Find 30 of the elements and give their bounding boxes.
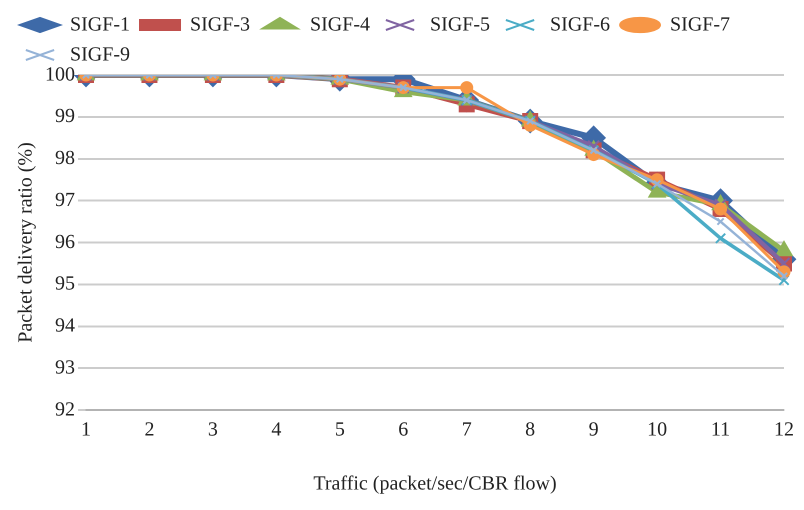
y-axis-title: Packet delivery ratio (%) <box>14 142 36 343</box>
x-tick-label: 7 <box>462 418 472 440</box>
legend-label: SIGF-7 <box>670 13 730 36</box>
y-tick-label: 99 <box>55 105 75 128</box>
x-tick-label: 10 <box>647 418 668 440</box>
legend-label: SIGF-6 <box>550 13 610 36</box>
x-tick-label: 5 <box>334 418 345 440</box>
x-tick-label: 2 <box>144 418 154 440</box>
x-tick-label: 12 <box>774 418 794 440</box>
x-tick-label: 9 <box>588 418 599 440</box>
x-axis-title: Traffic (packet/sec/CBR flow) <box>313 472 557 494</box>
y-tick-label: 95 <box>55 272 75 295</box>
y-tick-label: 100 <box>45 63 75 86</box>
legend-label: SIGF-4 <box>310 13 370 36</box>
y-tick-label: 96 <box>55 230 75 253</box>
legend-label: SIGF-5 <box>430 13 490 36</box>
y-tick-label: 92 <box>55 398 75 420</box>
y-tick-label: 93 <box>55 356 75 378</box>
x-tick-label: 1 <box>81 418 91 440</box>
x-tick-label: 11 <box>710 418 730 440</box>
x-tick-label: 4 <box>271 418 282 440</box>
legend-label: SIGF-3 <box>190 13 250 36</box>
y-tick-label: 98 <box>55 147 75 169</box>
x-tick-label: 6 <box>398 418 408 440</box>
x-tick-label: 8 <box>525 418 536 440</box>
y-tick-label: 94 <box>55 314 75 336</box>
y-tick-label: 97 <box>55 188 75 211</box>
legend-label: SIGF-9 <box>70 43 130 66</box>
legend-label: SIGF-1 <box>70 13 130 36</box>
x-tick-label: 3 <box>208 418 218 440</box>
